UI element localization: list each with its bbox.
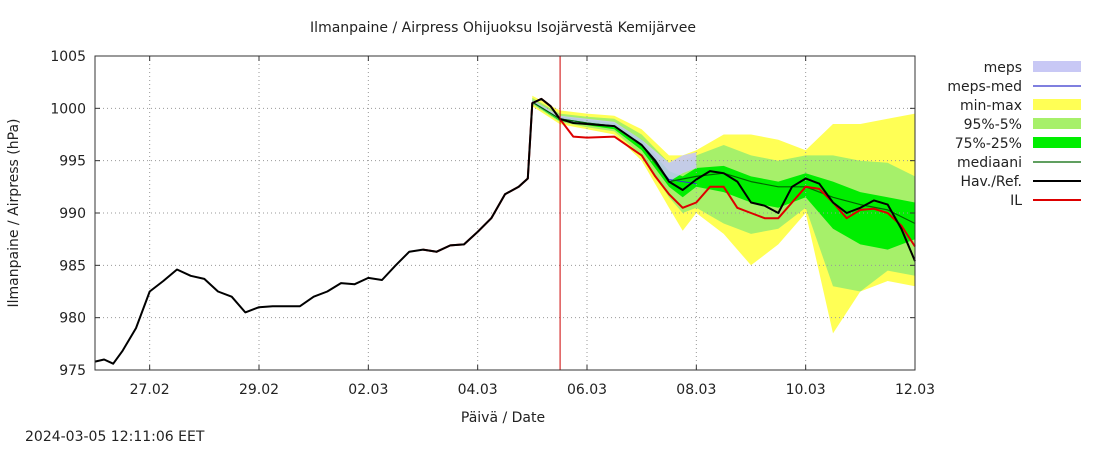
- y-tick-label: 985: [59, 258, 86, 274]
- y-axis-ticks: 975 980 985 990 995 1000 1005: [50, 49, 915, 379]
- band-p75_25: [532, 100, 915, 250]
- legend: meps meps-med min-max 95%-5% 75%-25% mediaani…: [947, 60, 1081, 209]
- legend-label-minmax: min-max: [960, 98, 1022, 114]
- band-layer: [532, 95, 915, 334]
- legend-label-il: IL: [1010, 193, 1022, 209]
- y-tick-label: 975: [59, 363, 86, 379]
- y-axis-label: Ilmanpaine / Airpress (hPa): [6, 119, 22, 308]
- legend-label-p95_5: 95%-5%: [964, 117, 1022, 133]
- band-p95_5: [532, 97, 915, 292]
- series-obs: [94, 97, 916, 365]
- y-tick-label: 1005: [50, 49, 86, 65]
- legend-swatch-meps: [1033, 61, 1081, 72]
- legend-label-p75_25: 75%-25%: [955, 136, 1022, 152]
- x-tick-label: 10.03: [786, 382, 826, 398]
- x-tick-label: 29.02: [239, 382, 279, 398]
- x-tick-label: 06.03: [567, 382, 607, 398]
- line-layer: [94, 56, 916, 370]
- chart-title: Ilmanpaine / Airpress Ohijuoksu Isojärve…: [310, 20, 696, 36]
- y-tick-label: 995: [59, 154, 86, 170]
- y-tick-label: 1000: [50, 101, 86, 117]
- y-tick-label: 980: [59, 311, 86, 327]
- timestamp: 2024-03-05 12:11:06 EET: [25, 429, 205, 445]
- legend-label-obs: Hav./Ref.: [960, 174, 1022, 190]
- grid: [95, 56, 915, 370]
- legend-swatch-minmax: [1033, 99, 1081, 110]
- x-tick-label: 04.03: [458, 382, 498, 398]
- legend-swatch-p75_25: [1033, 137, 1081, 148]
- legend-label-median: mediaani: [957, 155, 1022, 171]
- x-tick-label: 12.03: [895, 382, 935, 398]
- x-axis-label: Päivä / Date: [461, 410, 545, 426]
- x-tick-label: 08.03: [676, 382, 716, 398]
- x-tick-label: 02.03: [348, 382, 388, 398]
- legend-swatch-p95_5: [1033, 118, 1081, 129]
- x-tick-label: 27.02: [130, 382, 170, 398]
- x-axis-ticks: 27.02 29.02 02.03 04.03 06.03 08.03 10.03 12.03: [130, 56, 935, 398]
- legend-label-meps_med: meps-med: [947, 79, 1022, 95]
- y-tick-label: 990: [59, 206, 86, 222]
- legend-label-meps: meps: [984, 60, 1022, 76]
